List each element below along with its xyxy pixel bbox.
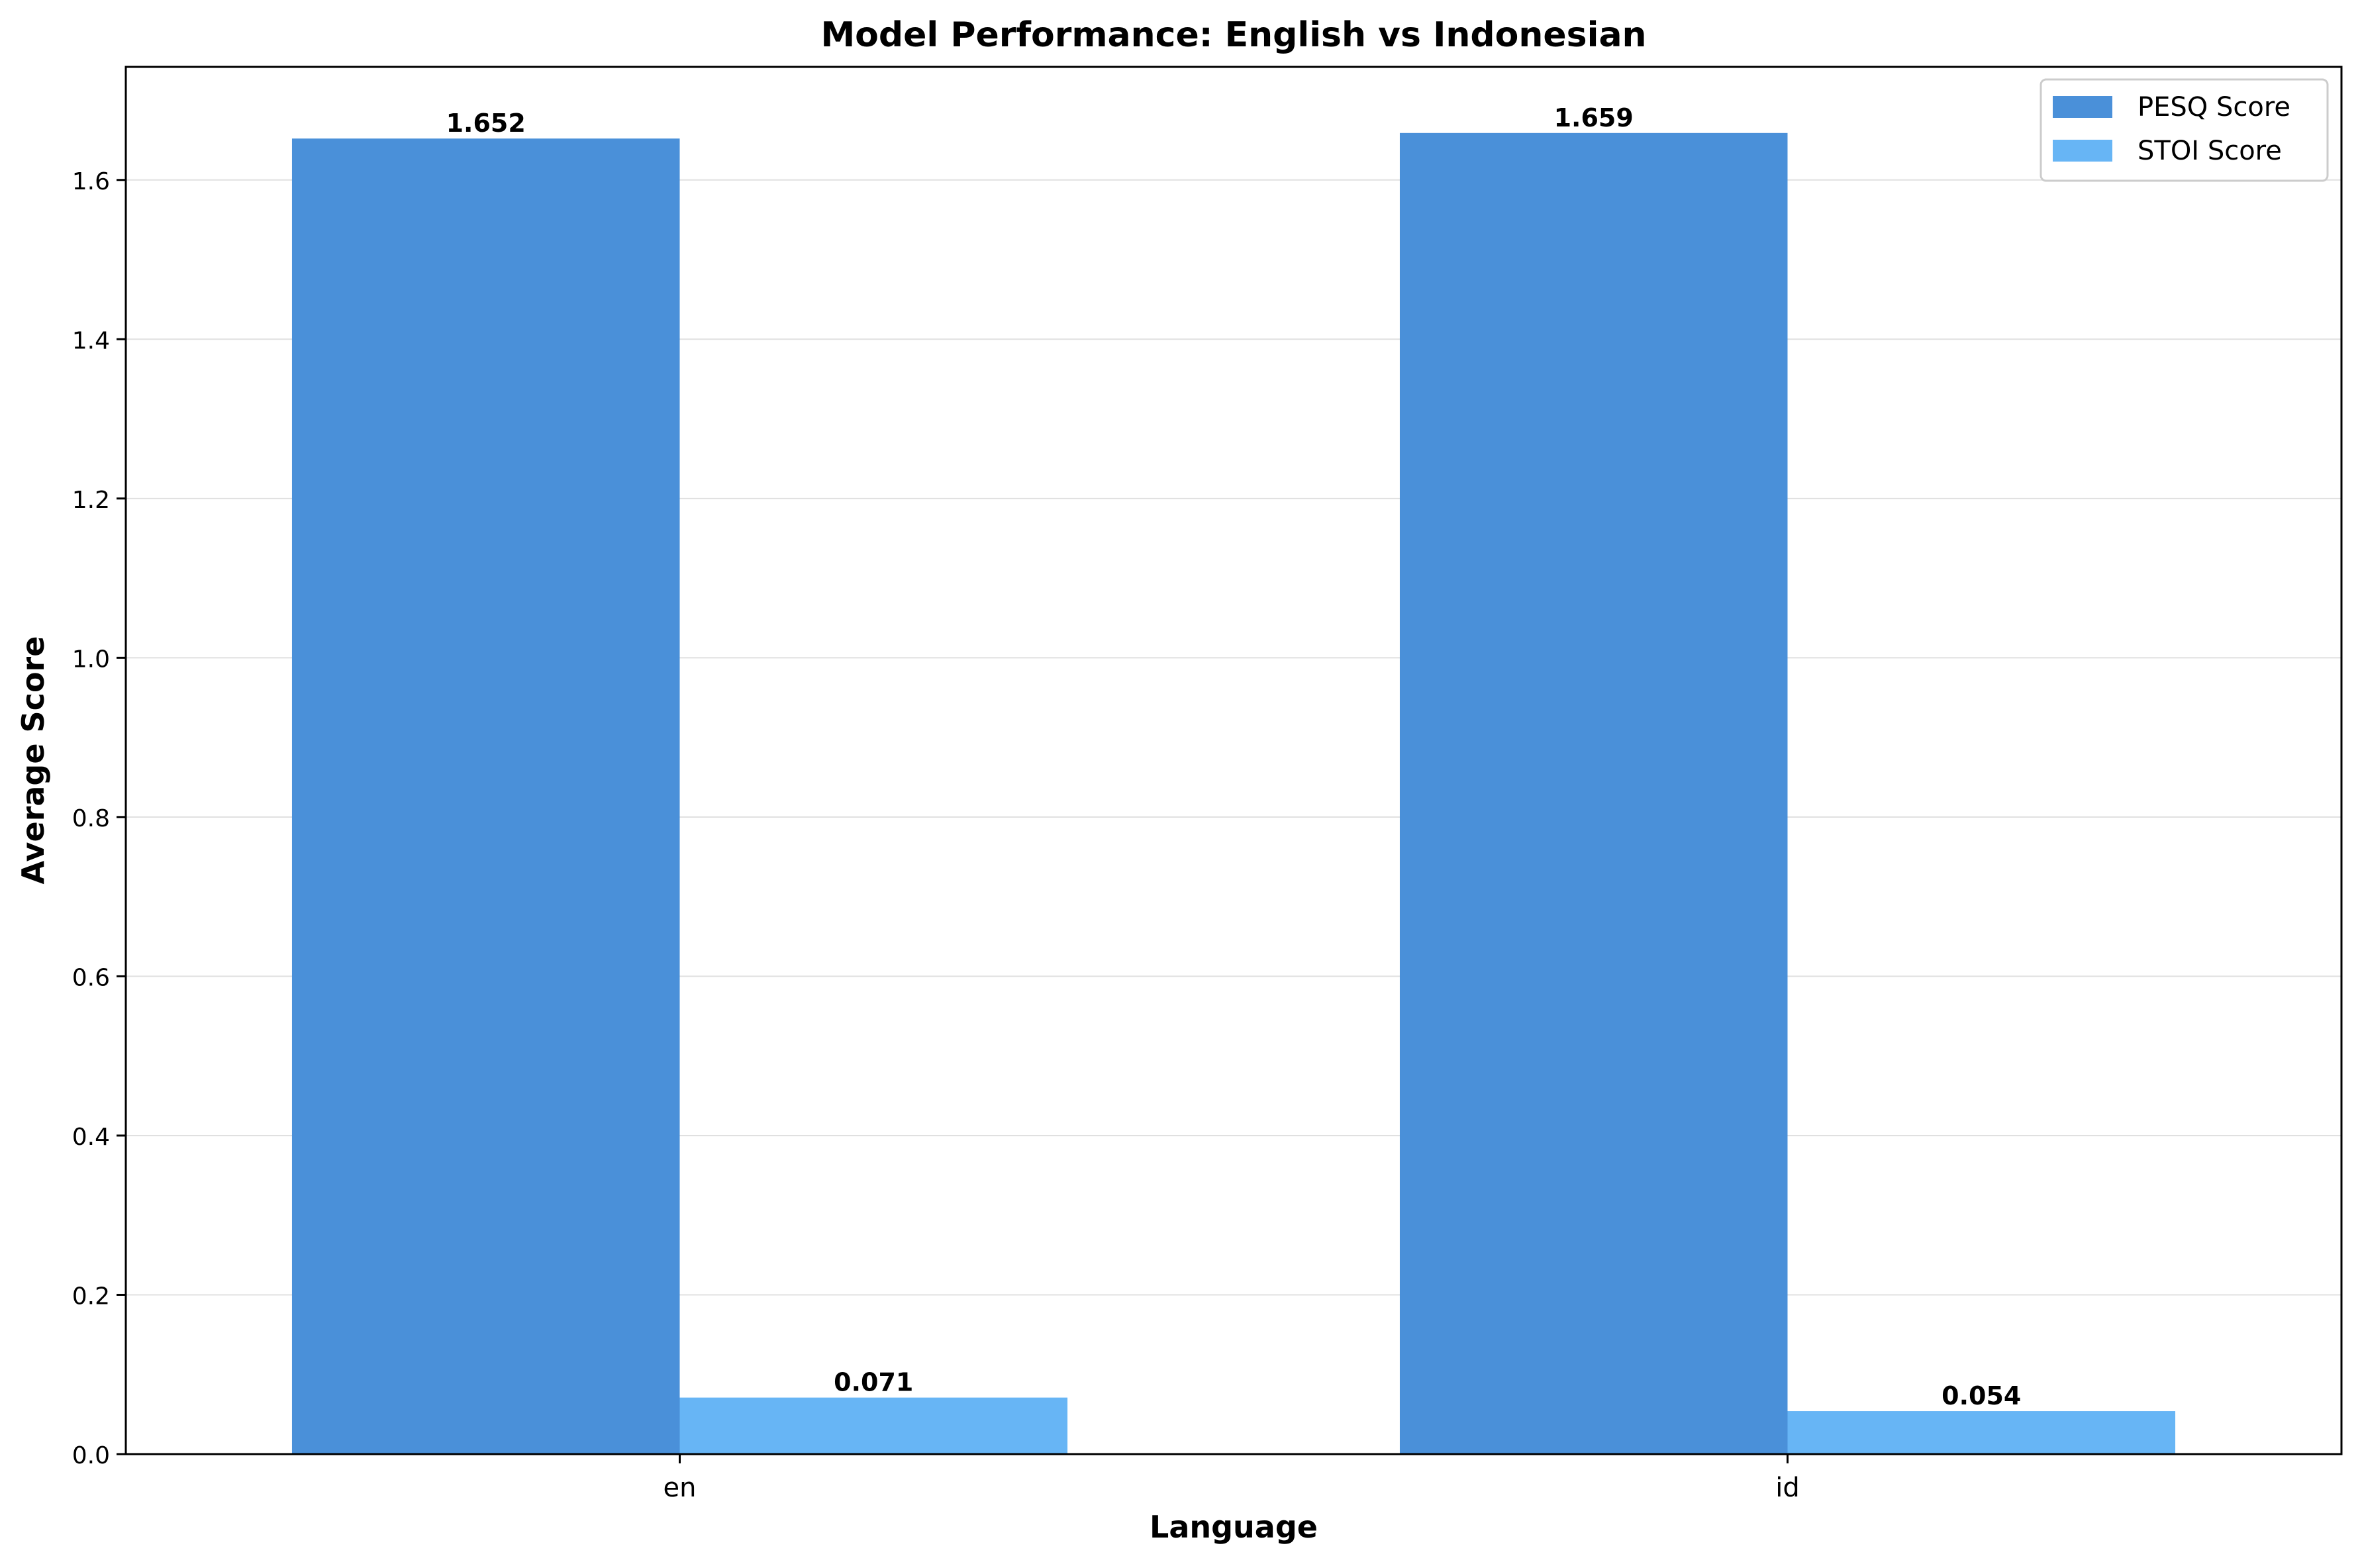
bar-stoi-id [1787,1411,2176,1454]
x-axis-ticks: en id [664,1454,1800,1503]
data-label-stoi-en: 0.071 [834,1368,913,1397]
legend-swatch-pesq [2053,96,2112,118]
data-label-pesq-id: 1.659 [1554,103,1634,132]
y-axis-label: Average Score [15,636,51,885]
data-labels: 1.652 1.659 0.071 0.054 [446,103,2022,1410]
y-tick-label: 0.4 [72,1124,110,1151]
y-tick-label: 1.0 [72,646,110,673]
y-axis-ticks: 0.0 0.2 0.4 0.6 0.8 1.0 1.2 1.4 1.6 [72,168,126,1469]
bar-pesq-en [291,138,680,1454]
legend-label-pesq: PESQ Score [2138,92,2290,122]
bar-pesq-id [1399,132,1788,1454]
data-label-pesq-en: 1.652 [446,109,526,138]
y-tick-label: 1.2 [72,487,110,514]
y-tick-label: 0.8 [72,805,110,832]
y-tick-label: 1.6 [72,168,110,195]
legend-frame [2040,78,2329,182]
legend-swatch-stoi [2053,140,2112,162]
x-tick-label: id [1775,1473,1800,1503]
plot-frame [124,66,2343,1455]
bar-stoi-en [679,1397,1068,1454]
data-label-stoi-id: 0.054 [1942,1381,2021,1410]
x-axis-label: Language [1150,1509,1318,1545]
y-tick-label: 0.2 [72,1283,110,1310]
y-tick-label: 0.0 [72,1442,110,1469]
x-tick-label: en [664,1473,697,1503]
legend: PESQ Score STOI Score [2040,78,2329,182]
y-tick-label: 0.6 [72,964,110,991]
chart-title: Model Performance: English vs Indonesian [820,15,1646,55]
bars [291,132,2176,1454]
legend-label-stoi: STOI Score [2138,136,2282,166]
y-tick-label: 1.4 [72,327,110,354]
